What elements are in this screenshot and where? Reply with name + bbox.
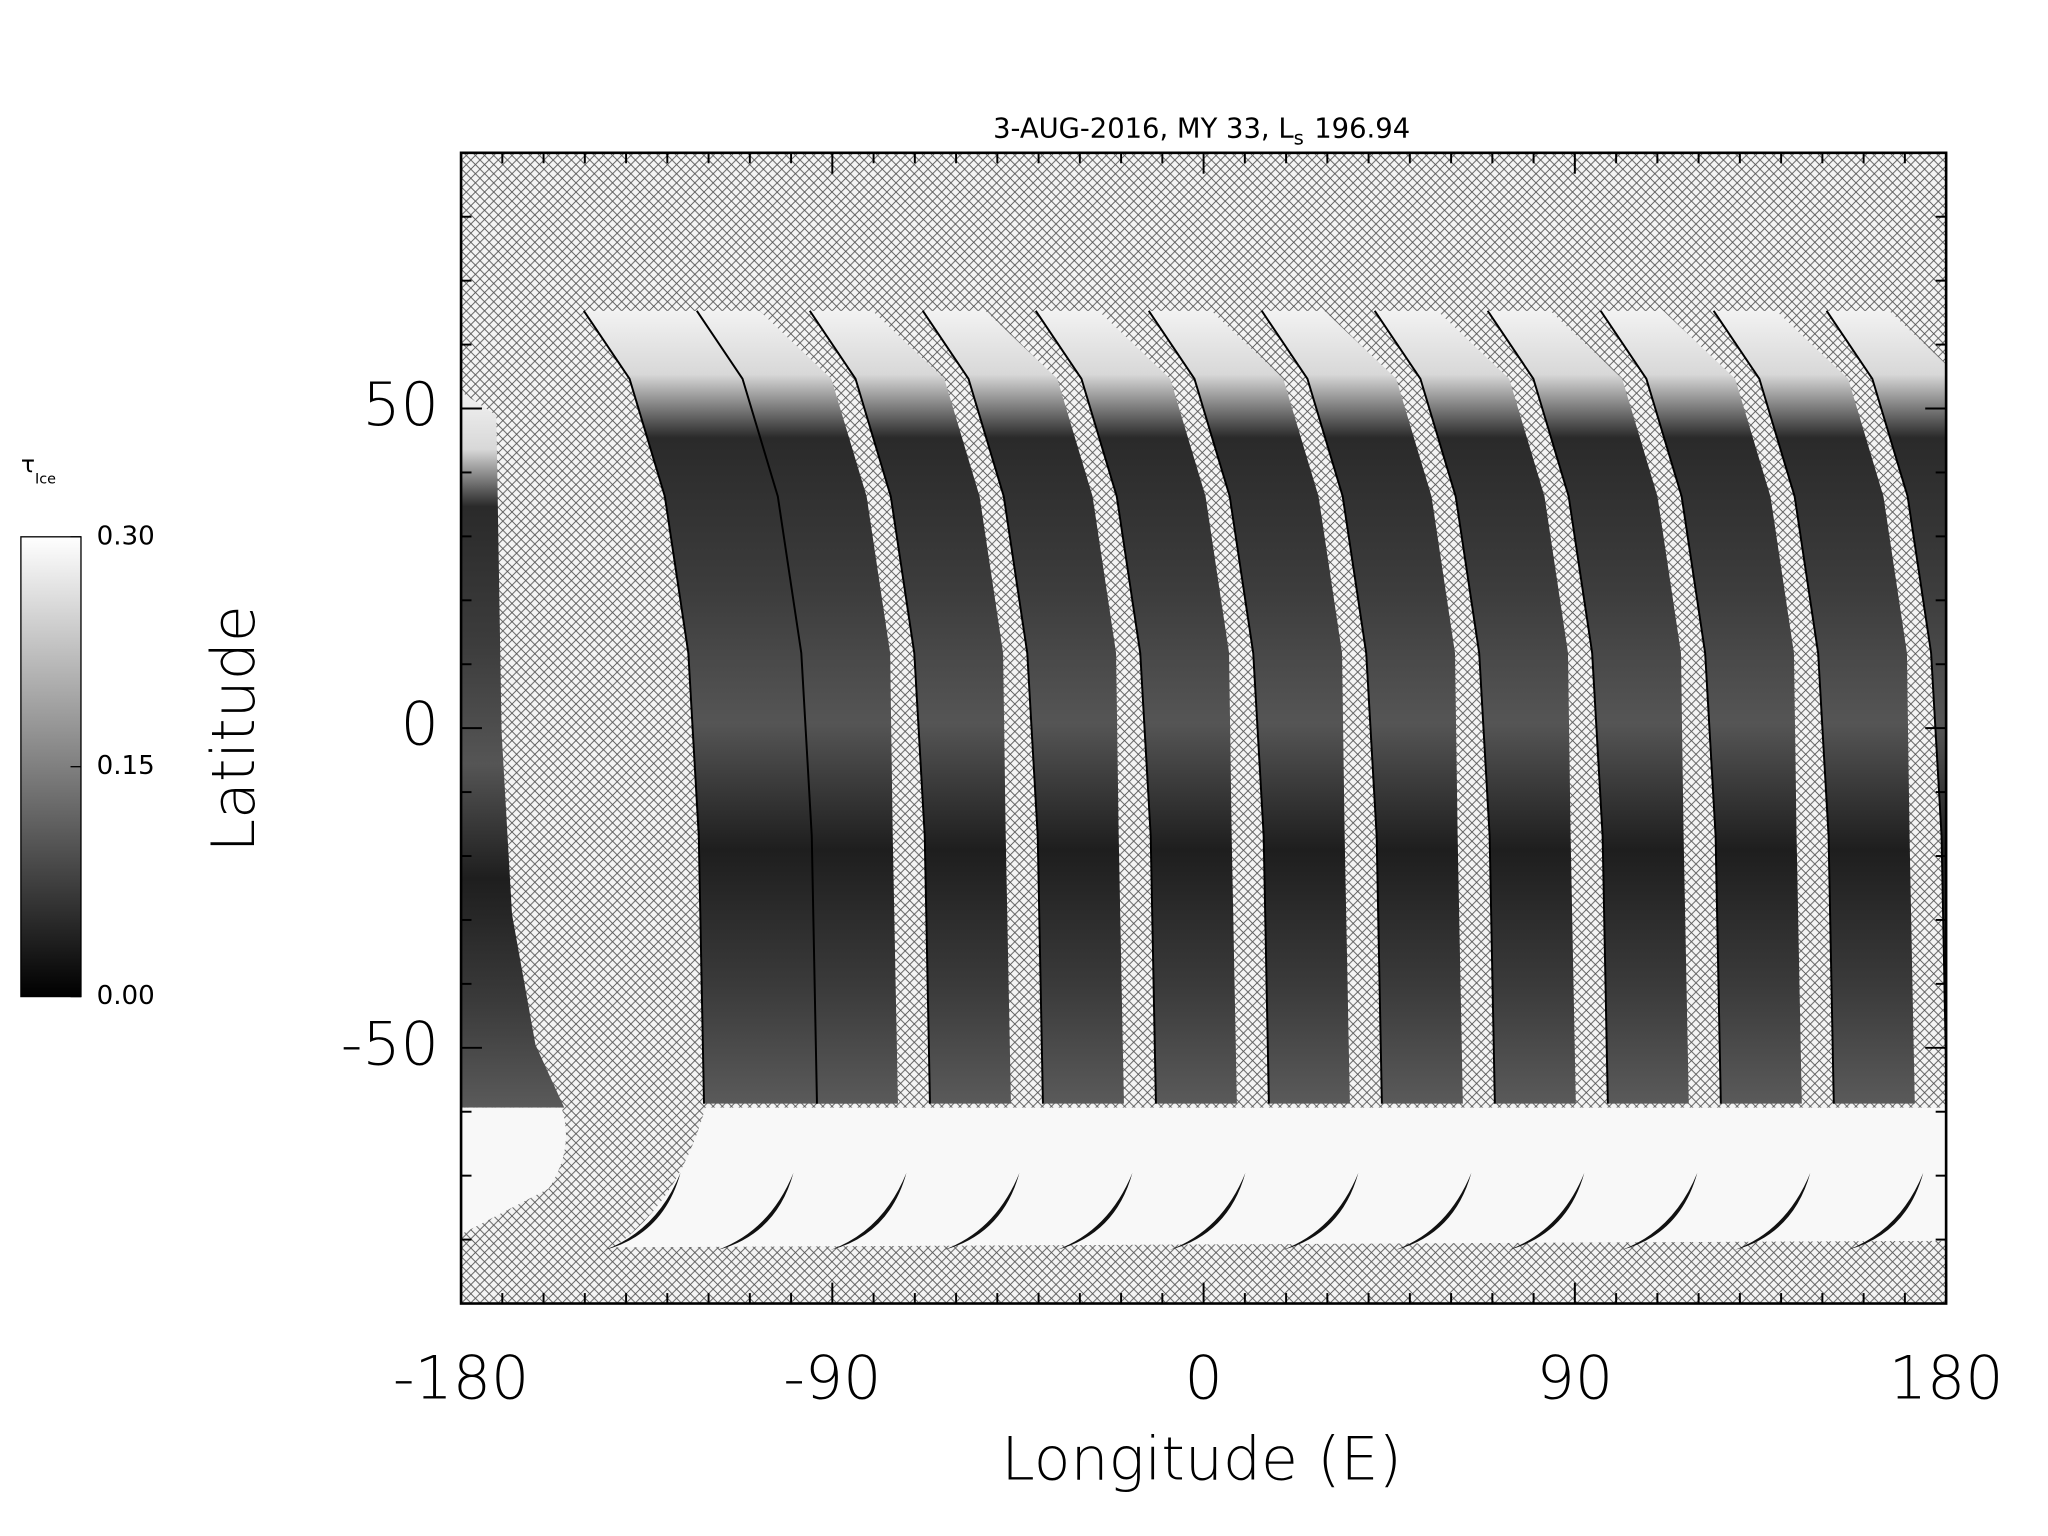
y-tick-label: 0	[401, 690, 439, 760]
y-tick-label: 50	[362, 370, 438, 440]
swath	[922, 310, 1124, 1104]
colorbar-symbol: τ	[21, 449, 35, 477]
axes	[460, 152, 1948, 1304]
swath-edge	[1034, 310, 1157, 1104]
x-tick-label: -90	[783, 1343, 881, 1413]
swath-edge	[1486, 310, 1609, 1104]
swath	[1261, 310, 1463, 1104]
swath	[461, 391, 565, 1108]
y-tick-label: -50	[341, 1009, 439, 1079]
swath-edge	[1147, 310, 1270, 1104]
swath	[1713, 310, 1915, 1104]
polar-cap	[461, 1107, 566, 1235]
swath-edge	[808, 310, 931, 1104]
colorbar-subscript: Ice	[35, 471, 56, 487]
swath-edge	[1712, 310, 1835, 1104]
x-tick-label: -180	[393, 1343, 529, 1413]
swath-edge	[1599, 310, 1722, 1104]
swath-edge	[1260, 310, 1383, 1104]
x-axis-label: Longitude (E)	[1001, 1424, 1402, 1494]
map-image	[461, 152, 1947, 1304]
swath	[1148, 310, 1350, 1104]
swath-edge	[1825, 310, 1947, 1104]
swath	[1035, 310, 1237, 1104]
y-axis-label: Latitude	[199, 605, 269, 852]
swath	[1374, 310, 1576, 1104]
title-subscript: s	[1294, 126, 1304, 149]
swath	[1600, 310, 1802, 1104]
polar-cap	[613, 1107, 1947, 1248]
x-tick-label: 180	[1889, 1343, 2004, 1413]
swath-edge	[696, 310, 818, 1104]
colorbar-tick-label: 0.15	[97, 751, 155, 781]
swath	[1487, 310, 1689, 1104]
swath	[696, 310, 898, 1104]
swath	[1826, 310, 1947, 1071]
colorbar-tick-label: 0.00	[97, 981, 155, 1011]
swath-edge	[1373, 310, 1496, 1104]
title-text: 3-AUG-2016, MY 33, L	[993, 113, 1294, 144]
colorbar-tick-label: 0.30	[97, 521, 155, 551]
swath	[809, 310, 1011, 1104]
x-tick-label: 90	[1537, 1343, 1613, 1413]
colorbar-label: τIce	[21, 449, 56, 487]
title-suffix: 196.94	[1314, 113, 1410, 144]
swath-edge	[583, 310, 705, 1104]
x-tick-label: 0	[1184, 1343, 1222, 1413]
swath-edge	[921, 310, 1044, 1104]
chart-title: 3-AUG-2016, MY 33, Ls 196.94	[993, 113, 1410, 149]
colorbar: τIce 0.00 0.15 0.30	[20, 449, 155, 1011]
